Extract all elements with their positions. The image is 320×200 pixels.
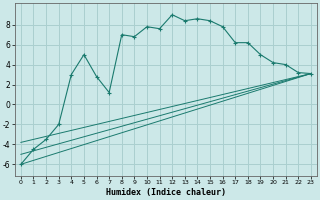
X-axis label: Humidex (Indice chaleur): Humidex (Indice chaleur) — [106, 188, 226, 197]
